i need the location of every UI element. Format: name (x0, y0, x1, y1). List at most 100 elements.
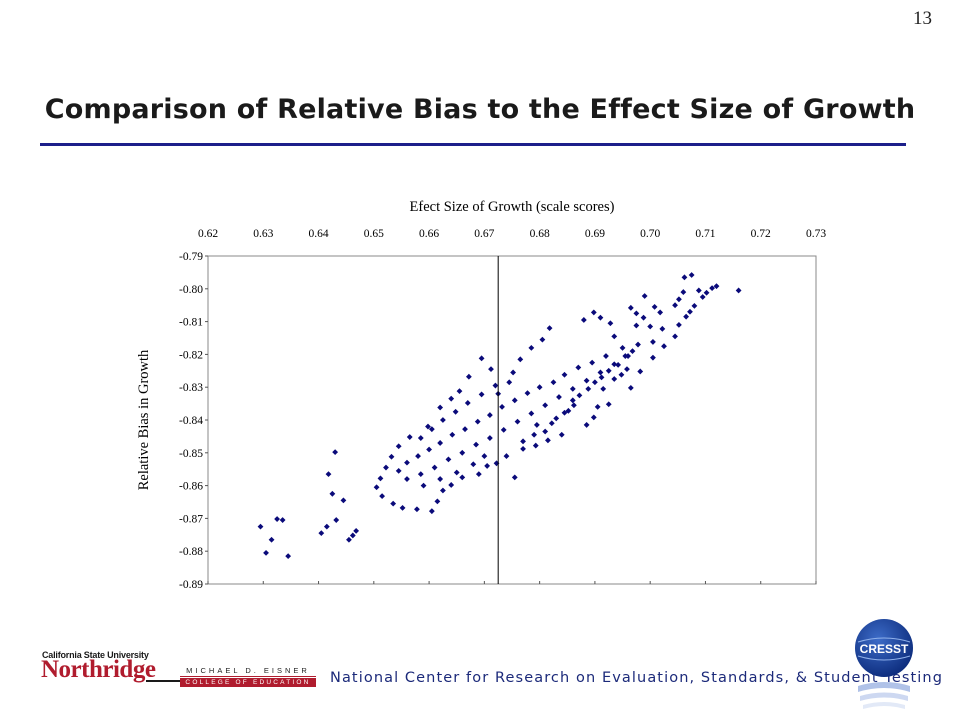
scatter-point (633, 322, 640, 329)
scatter-point (274, 516, 280, 522)
scatter-point (431, 464, 438, 471)
scatter-point (565, 407, 572, 414)
scatter-point (590, 309, 597, 316)
scatter-point (528, 344, 535, 351)
scatter-point (437, 404, 444, 411)
scatter-point (425, 423, 431, 430)
scatter-point (353, 527, 360, 534)
scatter-point (279, 517, 286, 523)
scatter-point (448, 482, 455, 488)
slide-title: Comparison of Relative Bias to the Effec… (44, 94, 916, 125)
cresst-globe (855, 619, 913, 677)
scatter-point (546, 325, 553, 332)
cresst-reflection-3 (863, 702, 905, 709)
scatter-point (709, 285, 715, 292)
scatter-point (462, 426, 468, 433)
scatter-point (625, 353, 631, 359)
scatter-point (592, 379, 598, 386)
scatter-point (589, 359, 596, 366)
scatter-point (517, 356, 524, 363)
scatter-point (672, 333, 678, 340)
scatter-point (499, 403, 505, 410)
scatter-point (478, 391, 485, 398)
scatter-point (456, 388, 463, 395)
scatter-point (486, 412, 493, 418)
scatter-point (434, 498, 441, 505)
eisner-divider (180, 676, 316, 677)
scatter-point (329, 490, 336, 497)
scatter-point (428, 508, 435, 515)
x-tick-label: 0.63 (253, 228, 273, 240)
x-tick-label: 0.64 (308, 228, 328, 240)
scatter-point (257, 523, 264, 530)
scatter-point (553, 415, 560, 422)
scatter-chart: Efect Size of Growth (scale scores) Rela… (120, 185, 840, 605)
center-name: National Center for Research on Evaluati… (330, 670, 944, 686)
y-tick-label: -0.79 (179, 251, 203, 263)
y-tick-label: -0.87 (179, 513, 203, 525)
scatter-point (676, 296, 682, 303)
scatter-point (404, 459, 410, 466)
scatter-point (437, 476, 444, 482)
scatter-point (475, 471, 482, 478)
scatter-point (346, 536, 352, 543)
cresst-logo: CRESST (855, 619, 913, 709)
scatter-point (550, 379, 557, 386)
scatter-point (661, 343, 667, 350)
scatter-point (506, 379, 513, 386)
scatter-point (492, 382, 499, 389)
y-tick-label: -0.89 (179, 579, 203, 591)
scatter-point (511, 474, 518, 481)
scatter-point (637, 368, 644, 375)
scatter-point (437, 440, 444, 446)
scatter-point (676, 321, 682, 328)
scatter-point (440, 487, 446, 494)
scatter-point (672, 302, 678, 309)
scatter-point (629, 348, 636, 355)
scatter-point (576, 392, 583, 399)
csun-name-small: California State University (42, 650, 149, 660)
scatter-point (420, 482, 427, 489)
scatter-point (459, 449, 466, 456)
scatter-point (533, 422, 540, 428)
x-tick-label: 0.71 (695, 228, 715, 240)
scatter-point (426, 446, 432, 453)
scatter-point (465, 373, 472, 380)
scatter-point (263, 549, 269, 556)
scatter-point (528, 410, 535, 417)
scatter-point (445, 456, 452, 463)
scatter-points (257, 272, 742, 560)
scatter-point (556, 394, 562, 400)
scatter-point (659, 325, 666, 332)
scatter-point (611, 361, 618, 368)
y-tick-label: -0.86 (179, 481, 203, 493)
scatter-point (680, 289, 687, 295)
scatter-point (524, 390, 531, 397)
x-tick-label: 0.70 (640, 228, 660, 240)
scatter-point (474, 418, 481, 425)
scatter-point (448, 395, 455, 402)
scatter-point (585, 385, 592, 392)
scatter-point (473, 441, 479, 448)
scatter-point (597, 314, 604, 321)
scatter-point (615, 361, 622, 368)
scatter-point (619, 344, 626, 351)
scatter-point (478, 355, 485, 362)
scatter-point (603, 353, 609, 359)
scatter-point (575, 364, 582, 371)
scatter-point (583, 422, 590, 428)
scatter-point (597, 369, 604, 376)
scatter-point (388, 453, 395, 460)
y-axis-title: Relative Bias in Growth (136, 349, 152, 490)
scatter-point (452, 408, 459, 415)
scatter-point (440, 417, 446, 423)
scatter-point (340, 497, 347, 504)
scatter-point (605, 401, 612, 408)
page-number: 13 (913, 8, 932, 29)
footer: California State University Northridge M… (0, 619, 960, 720)
scatter-point (349, 532, 356, 539)
scatter-point (514, 418, 521, 425)
scatter-point (594, 403, 601, 410)
x-axis-title: Efect Size of Growth (scale scores) (410, 199, 615, 215)
cresst-arc-bottom (857, 655, 911, 661)
